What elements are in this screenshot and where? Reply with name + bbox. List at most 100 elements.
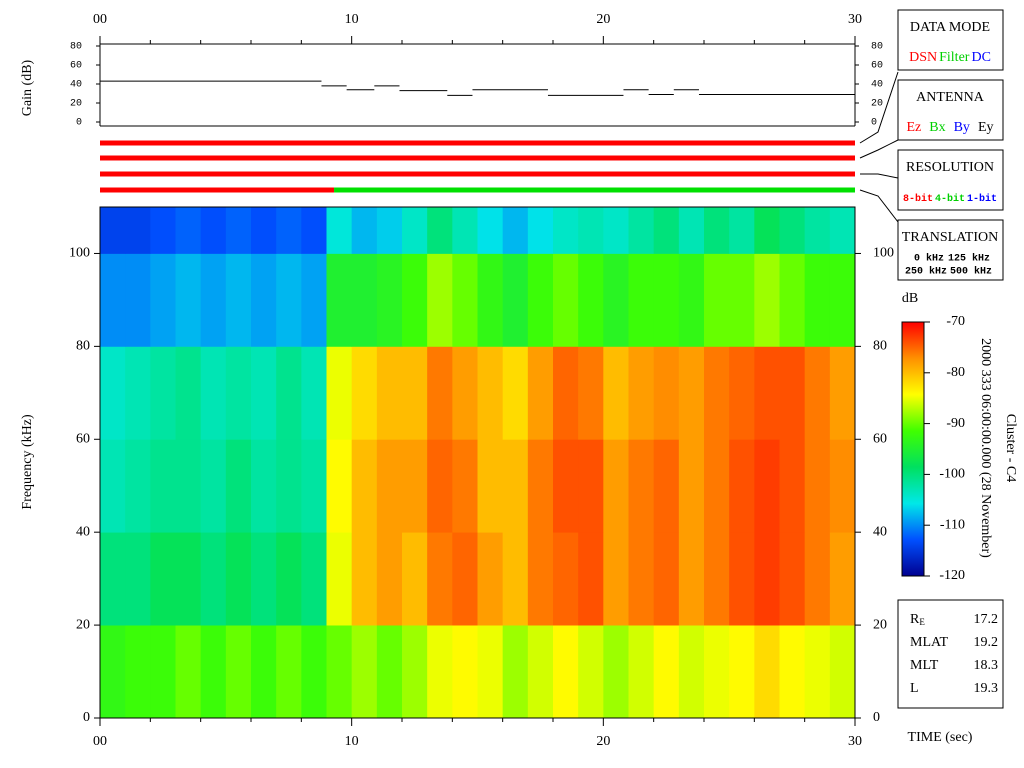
y-tick-label: 60 bbox=[76, 431, 90, 446]
spectrogram-cell bbox=[603, 625, 629, 719]
spectrogram-cell bbox=[251, 346, 277, 440]
spectrogram-cell bbox=[150, 346, 176, 440]
spectrogram-cell bbox=[804, 207, 831, 254]
y-tick-label: 20 bbox=[70, 99, 82, 110]
spectrogram-cell bbox=[326, 625, 353, 719]
spectrogram-cell bbox=[603, 532, 629, 626]
y-tick-label: 0 bbox=[76, 118, 82, 129]
spectrogram-cell bbox=[829, 253, 856, 347]
spectrogram-cell bbox=[100, 532, 126, 626]
spectrogram-cell bbox=[175, 625, 202, 719]
spectrogram-cell bbox=[578, 346, 604, 440]
colorbar bbox=[901, 321, 925, 577]
info-name: MLT bbox=[910, 658, 939, 673]
spectrogram-cell bbox=[653, 207, 680, 254]
info-name: RE bbox=[910, 612, 925, 627]
date-annotation: 2000 333 06:00:00.000 (28 November) bbox=[978, 338, 993, 558]
spectrogram-cell bbox=[276, 346, 302, 440]
spectrogram-cell bbox=[125, 439, 151, 533]
spectrogram-cell bbox=[628, 346, 655, 440]
spectrogram-cell bbox=[100, 207, 126, 254]
spectrogram-cell bbox=[477, 439, 504, 533]
spectrogram-cell bbox=[326, 346, 353, 440]
spectrogram-cell bbox=[251, 625, 277, 719]
spectrogram-cell bbox=[125, 625, 151, 719]
spectrogram-cell bbox=[402, 253, 428, 347]
y-tick-label: 20 bbox=[871, 99, 883, 110]
spectrogram-cell bbox=[829, 532, 856, 626]
spectrogram-cell bbox=[427, 439, 453, 533]
spectrogram-cell bbox=[754, 207, 780, 254]
spectrogram-cell bbox=[729, 439, 755, 533]
spectrogram-cell bbox=[376, 439, 403, 533]
spectrogram-cell bbox=[653, 253, 680, 347]
spectrogram-cell bbox=[225, 625, 252, 719]
spectrogram-cell bbox=[301, 625, 327, 719]
info-box bbox=[897, 599, 1004, 709]
spectrogram-cell bbox=[125, 532, 151, 626]
spectrogram-cell bbox=[402, 625, 428, 719]
spectrogram-cell bbox=[452, 346, 478, 440]
spectrogram-cell bbox=[603, 346, 629, 440]
spectrogram-cell bbox=[553, 253, 579, 347]
colorbar-tick-label: -70 bbox=[946, 314, 965, 329]
y-tick-label: 40 bbox=[873, 524, 887, 539]
spectrogram-cell bbox=[376, 532, 403, 626]
spectrogram-cell bbox=[150, 207, 176, 254]
panel-items: 8-bit 4-bit 1-bit bbox=[903, 193, 997, 205]
y-tick-label: 80 bbox=[76, 339, 90, 354]
spectrogram-cell bbox=[175, 532, 202, 626]
spectrogram-cell bbox=[553, 439, 579, 533]
x-tick-label: 20 bbox=[596, 12, 610, 27]
spectrogram-cell bbox=[804, 253, 831, 347]
spectrogram-cell bbox=[125, 253, 151, 347]
panel-item: DSN bbox=[909, 50, 937, 65]
spectrogram-cell bbox=[502, 625, 529, 719]
spectrogram-cell bbox=[754, 625, 780, 719]
spectrogram-cell bbox=[351, 253, 378, 347]
spectrogram-cell bbox=[150, 625, 176, 719]
spectrogram-cell bbox=[276, 625, 302, 719]
spectrogram-cell bbox=[527, 532, 554, 626]
spectrogram-cell bbox=[301, 253, 327, 347]
panel-item: 4-bit bbox=[935, 193, 965, 205]
spectrogram-cell bbox=[754, 532, 780, 626]
spectrogram-cell bbox=[603, 207, 629, 254]
panel-title: RESOLUTION bbox=[906, 160, 994, 175]
spectrogram-cell bbox=[351, 207, 378, 254]
panel-item: Filter bbox=[939, 50, 970, 65]
arrow bbox=[859, 189, 899, 223]
spectrogram-cell bbox=[527, 346, 554, 440]
panel-item: 125 kHz bbox=[948, 253, 990, 265]
panel-item: 250 kHz bbox=[905, 266, 947, 278]
spectrogram-cell bbox=[779, 207, 806, 254]
spectrogram-cell bbox=[100, 346, 126, 440]
spectrogram-cell bbox=[477, 625, 504, 719]
panel-box bbox=[897, 9, 1004, 71]
info-name: L bbox=[910, 681, 919, 696]
spectrogram-cell bbox=[678, 625, 705, 719]
x-tick-label: 10 bbox=[345, 734, 359, 749]
spectrogram-cell bbox=[628, 439, 655, 533]
spectrogram-cell bbox=[301, 439, 327, 533]
spectrogram-cell bbox=[376, 207, 403, 254]
spectrogram-cell bbox=[251, 439, 277, 533]
arrow bbox=[859, 139, 899, 159]
spectrogram-cell bbox=[527, 625, 554, 719]
spectrogram-cell bbox=[829, 439, 856, 533]
spectrogram-cell bbox=[779, 439, 806, 533]
spectrogram-cell bbox=[402, 532, 428, 626]
spectrogram-cell bbox=[200, 625, 227, 719]
panel-items: Ez Bx By Ey bbox=[906, 120, 993, 135]
info-value: 17.2 bbox=[974, 612, 999, 627]
spectrogram-cell bbox=[678, 253, 705, 347]
info-name: MLAT bbox=[910, 635, 949, 650]
spacecraft-annotation: Cluster - C4 bbox=[1003, 414, 1018, 482]
panel-box bbox=[897, 79, 1004, 141]
spectrogram-cell bbox=[225, 439, 252, 533]
spectrogram-cell bbox=[225, 346, 252, 440]
info-name: L bbox=[910, 681, 919, 696]
spectrogram-cell bbox=[477, 532, 504, 626]
spectrogram-cell bbox=[653, 346, 680, 440]
